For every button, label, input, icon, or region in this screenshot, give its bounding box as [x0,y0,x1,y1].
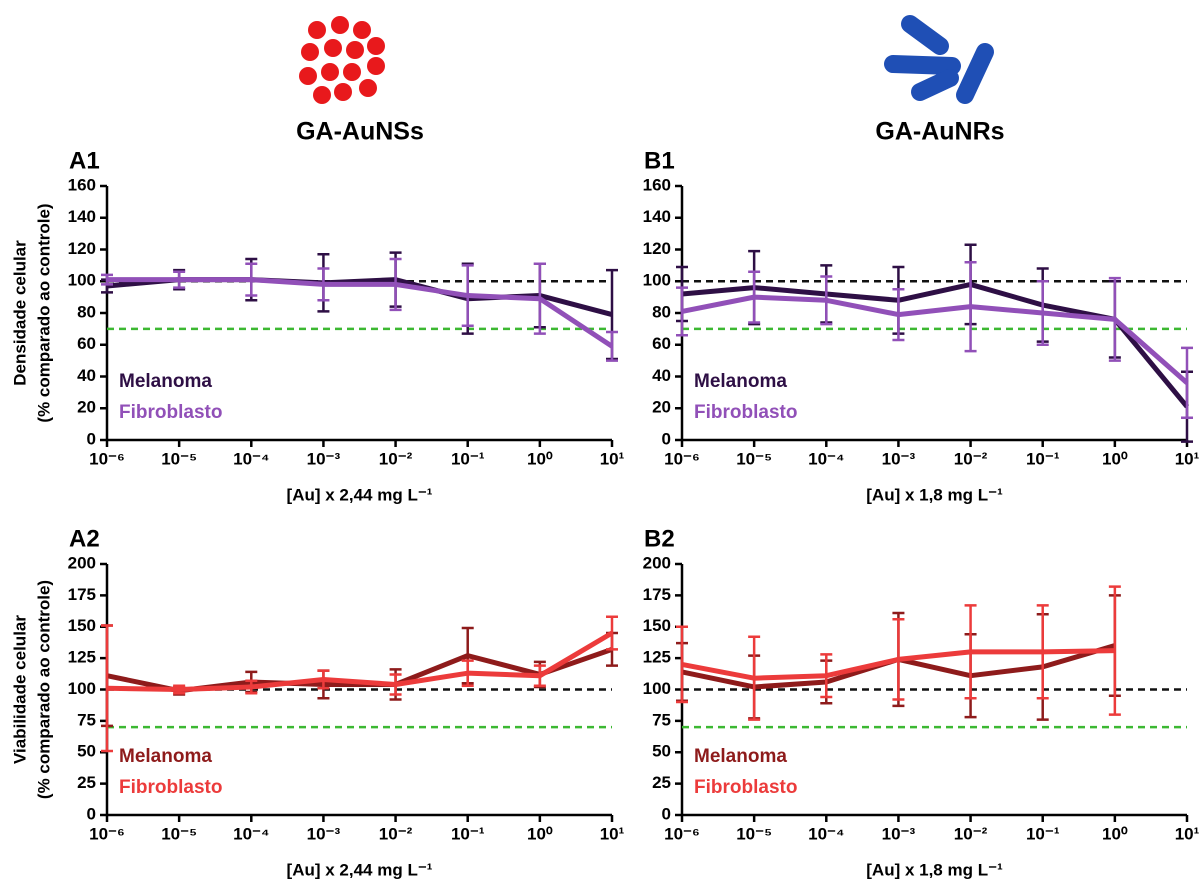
x-tick-label: 10⁻⁵ [736,449,772,468]
x-tick-label: 10⁰ [527,824,553,843]
legend-label: Fibroblasto [694,777,797,798]
x-tick-label: 10⁻³ [307,824,341,843]
column-header: GA-AuNSs [296,118,424,146]
y-tick-label: 200 [68,553,96,572]
y-tick-label: 120 [643,239,671,258]
y-tick-label: 120 [68,239,96,258]
panel-label: B1 [644,147,675,174]
y-tick-label: 80 [652,302,671,321]
y-tick-label: 40 [77,366,96,385]
y-tick-label: 0 [87,429,96,448]
y-tick-label: 160 [643,175,671,194]
x-tick-label: 10⁻⁵ [161,824,197,843]
y-tick-label: 140 [68,207,96,226]
x-tick-label: 10⁰ [527,449,553,468]
y-tick-label: 140 [643,207,671,226]
column-header: GA-AuNRs [875,118,1004,146]
x-tick-label: 10⁻¹ [1026,449,1060,468]
y-tick-label: 150 [68,616,96,635]
series-line [682,297,1187,383]
panel-label: A2 [69,525,100,552]
y-tick-label: 100 [643,271,671,290]
x-axis-label: [Au] x 1,8 mg L⁻¹ [866,860,1003,879]
y-tick-label: 150 [643,616,671,635]
x-tick-label: 10⁻⁴ [808,824,844,843]
x-tick-label: 10¹ [1175,824,1200,843]
y-tick-label: 100 [643,679,671,698]
sphere-icon [299,16,385,104]
y-tick-label: 0 [87,804,96,823]
x-axis-label: [Au] x 1,8 mg L⁻¹ [866,485,1003,504]
panel-label: A1 [69,147,100,174]
x-tick-label: 10⁻² [379,449,413,468]
x-tick-label: 10⁻² [954,824,988,843]
x-tick-label: 10⁻¹ [1026,824,1060,843]
y-tick-label: 75 [77,710,96,729]
legend-label: Melanoma [694,371,787,392]
y-axis-label: Viabilidade celular [10,615,29,764]
y-tick-label: 20 [77,398,96,417]
legend-label: Fibroblasto [119,777,222,798]
legend-label: Melanoma [119,746,212,767]
y-tick-label: 0 [662,804,671,823]
y-tick-label: 125 [643,648,671,667]
legend-label: Melanoma [694,746,787,767]
y-tick-label: 40 [652,366,671,385]
x-tick-label: 10⁻⁶ [664,824,700,843]
legend-label: Fibroblasto [694,402,797,423]
x-tick-label: 10⁻⁶ [664,449,700,468]
y-axis-label: (% comparado ao controle) [34,203,53,422]
x-tick-label: 10¹ [600,449,625,468]
legend-label: Melanoma [119,371,212,392]
figure: GA-AuNSs GA-AuNRs A1 0 20 40 60 80 100 120 140 16… [0,0,1200,884]
y-tick-label: 160 [68,175,96,194]
x-tick-label: 10⁻¹ [451,449,485,468]
y-tick-label: 60 [652,334,671,353]
x-tick-label: 10⁻⁴ [233,449,269,468]
y-tick-label: 100 [68,271,96,290]
y-tick-label: 50 [77,742,96,761]
x-tick-label: 10⁻⁴ [808,449,844,468]
x-tick-label: 10⁻³ [882,824,916,843]
y-tick-label: 100 [68,679,96,698]
x-tick-label: 10⁻⁶ [89,449,125,468]
x-tick-label: 10⁻² [379,824,413,843]
x-tick-label: 10⁻³ [307,449,341,468]
y-tick-label: 60 [77,334,96,353]
y-tick-label: 0 [662,429,671,448]
x-tick-label: 10⁻² [954,449,988,468]
legend-label: Fibroblasto [119,402,222,423]
x-axis-label: [Au] x 2,44 mg L⁻¹ [287,485,433,504]
y-tick-label: 75 [652,710,671,729]
y-tick-label: 25 [77,773,96,792]
x-tick-label: 10⁻⁶ [89,824,125,843]
x-tick-label: 10⁻¹ [451,824,485,843]
x-axis-label: [Au] x 2,44 mg L⁻¹ [287,860,433,879]
y-tick-label: 25 [652,773,671,792]
y-tick-label: 20 [652,398,671,417]
y-tick-label: 175 [643,585,671,604]
x-tick-label: 10⁰ [1102,449,1128,468]
x-tick-label: 10⁻⁵ [736,824,772,843]
y-axis-label: Densidade celular [10,240,29,386]
y-tick-label: 50 [652,742,671,761]
rod-icon [893,24,985,95]
x-tick-label: 10⁻⁵ [161,449,197,468]
y-tick-label: 125 [68,648,96,667]
x-tick-label: 10⁻⁴ [233,824,269,843]
x-tick-label: 10¹ [600,824,625,843]
y-tick-label: 200 [643,553,671,572]
x-tick-label: 10⁻³ [882,449,916,468]
y-axis-label: (% comparado ao controle) [34,580,53,799]
y-tick-label: 80 [77,302,96,321]
x-tick-label: 10⁰ [1102,824,1128,843]
y-tick-label: 175 [68,585,96,604]
panel-label: B2 [644,525,675,552]
x-tick-label: 10¹ [1175,449,1200,468]
